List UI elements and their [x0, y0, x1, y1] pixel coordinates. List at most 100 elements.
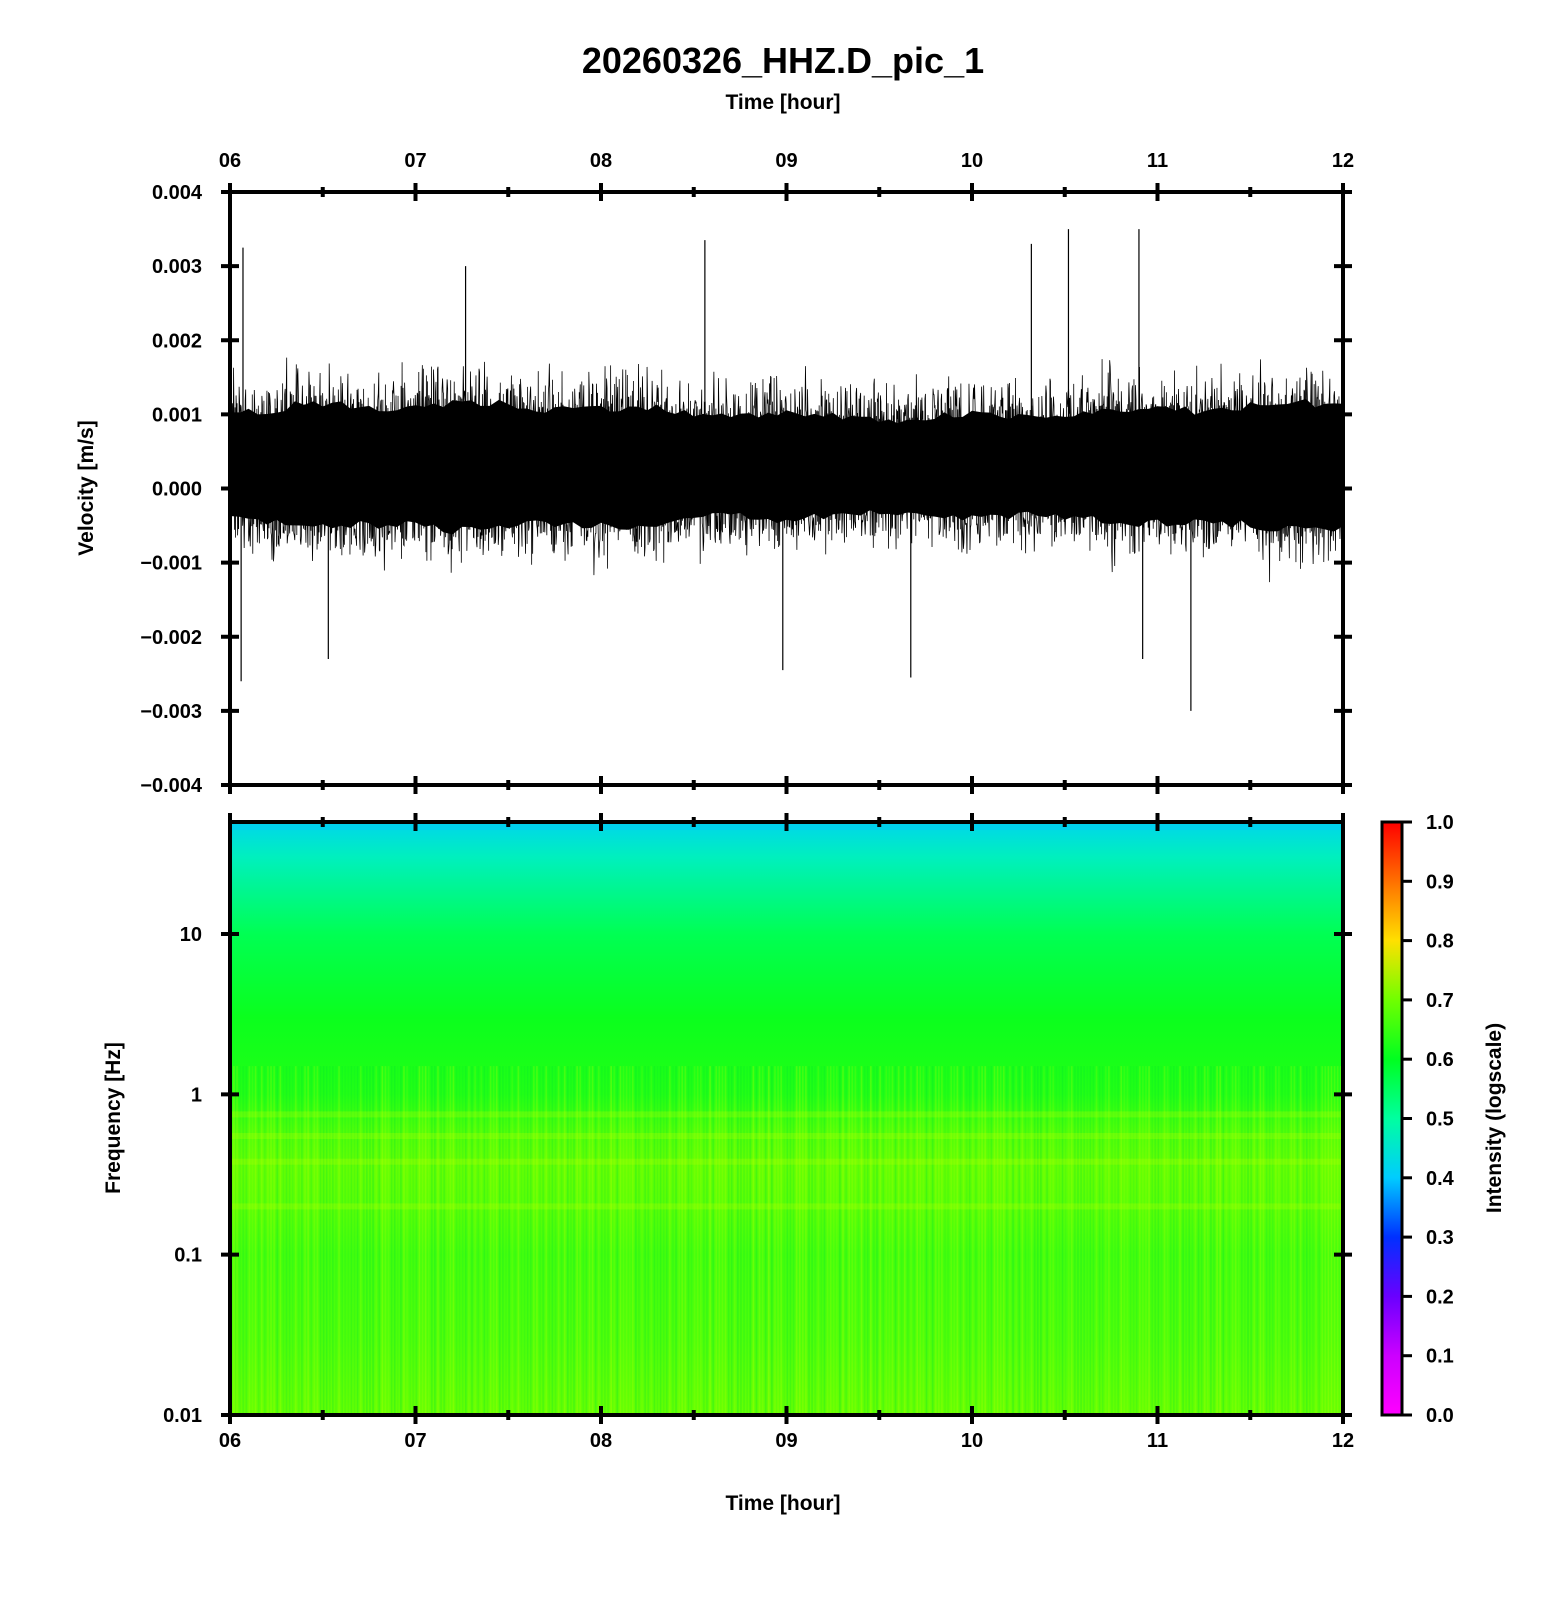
spectrogram-column — [941, 1066, 943, 1415]
spectrogram-column — [1132, 1066, 1135, 1415]
spectrogram-column — [604, 1066, 606, 1415]
spectrogram-column — [860, 1066, 863, 1415]
spectrogram-column — [922, 1066, 925, 1415]
spectrogram-column — [956, 1066, 959, 1415]
spectrogram-column — [1018, 1066, 1021, 1415]
spectrogram-column — [842, 1066, 844, 1415]
spectrogram-column — [313, 1066, 316, 1415]
spectrogram-column — [965, 1066, 968, 1415]
spectrogram-column — [1172, 1066, 1175, 1415]
spectrogram-column — [1281, 1066, 1283, 1415]
spectrogram-column — [693, 1066, 696, 1415]
spectrogram-column — [566, 1066, 569, 1415]
spectrogram-column — [390, 1066, 393, 1415]
spectrogram-column — [498, 1066, 501, 1415]
spectrogram-column — [613, 1066, 616, 1415]
colorbar: 1.0 0.9 0.8 0.7 0.6 0.5 0.4 0.3 0.2 0.1 0.0 Intens… — [1380, 812, 1506, 1427]
spectrogram-column — [752, 1066, 755, 1415]
spectrogram-column — [257, 1066, 260, 1415]
spectrogram-column — [332, 1066, 334, 1415]
spectrogram-column — [968, 1066, 971, 1415]
top-x-tick-label: 11 — [1147, 150, 1168, 172]
spectrogram-column — [396, 1066, 399, 1415]
spectrogram-column — [1194, 1066, 1197, 1415]
colorbar-label: Intensity (logscale) — [1483, 1023, 1506, 1213]
spectrogram-column — [1052, 1066, 1055, 1415]
spectrogram-column — [1006, 1066, 1008, 1415]
waveform-y-tick-label: 0.004 — [152, 182, 203, 204]
spectrogram-column — [931, 1066, 934, 1415]
spectrogram-column — [322, 1066, 325, 1415]
spectrogram-column — [1262, 1066, 1265, 1415]
spectrogram-column — [461, 1066, 464, 1415]
spectrogram-column — [1336, 1066, 1339, 1415]
spectrogram-column — [641, 1066, 643, 1415]
spectrogram-column — [789, 1066, 792, 1415]
spectrogram-column — [563, 1066, 566, 1415]
spectrogram-column — [635, 1066, 637, 1415]
bottom-x-tick-label: 12 — [1332, 1430, 1354, 1452]
bottom-x-axis-label: Time [hour] — [725, 1492, 840, 1515]
spectrogram-column — [1268, 1066, 1271, 1415]
spectrogram-column — [387, 1066, 390, 1415]
spectrogram-column — [1305, 1066, 1308, 1415]
spectrogram-column — [1253, 1066, 1256, 1415]
waveform-y-axis-label: Velocity [m/s] — [75, 420, 98, 555]
spectrogram-column — [610, 1066, 612, 1415]
spectrogram-column — [1070, 1066, 1073, 1415]
spectrogram-column — [582, 1066, 585, 1415]
spectrogram-column — [910, 1066, 912, 1415]
spectrogram-column — [236, 1066, 238, 1415]
spectrogram-column — [1043, 1066, 1045, 1415]
spectrogram-column — [644, 1066, 646, 1415]
spectrogram-column — [1210, 1066, 1212, 1415]
spectrogram-column — [1290, 1066, 1293, 1415]
spectrogram-column — [619, 1066, 622, 1415]
spectrogram-column — [372, 1066, 374, 1415]
spectrogram-column — [588, 1066, 591, 1415]
spectrogram-column — [1188, 1066, 1191, 1415]
spectrogram-column — [811, 1066, 813, 1415]
spectrogram-column — [659, 1066, 662, 1415]
spectrogram-column — [718, 1066, 721, 1415]
bottom-x-tick-label: 07 — [404, 1430, 426, 1452]
spectrogram-column — [925, 1066, 928, 1415]
spectrogram-column — [508, 1066, 510, 1415]
spectrogram-heatmap — [230, 822, 1343, 1415]
spectrogram-column — [1265, 1066, 1268, 1415]
spectrogram-column — [492, 1066, 495, 1415]
spectrogram-column — [743, 1066, 745, 1415]
spectrogram-column — [805, 1066, 807, 1415]
spectrogram-column — [319, 1066, 322, 1415]
spectrogram-column — [795, 1066, 798, 1415]
spectrogram-column — [826, 1066, 829, 1415]
spectrogram-column — [1200, 1066, 1203, 1415]
spectrogram-column — [687, 1066, 690, 1415]
spectrogram-column — [869, 1066, 872, 1415]
spectrogram-column — [678, 1066, 680, 1415]
spectrogram-column — [866, 1066, 869, 1415]
spectrogram-column — [823, 1066, 826, 1415]
spectrogram-column — [1176, 1066, 1178, 1415]
spectrogram-column — [647, 1066, 650, 1415]
spectrogram-column — [721, 1066, 724, 1415]
spectrogram-column — [1203, 1066, 1206, 1415]
spectrogram-column — [1009, 1066, 1011, 1415]
spectrogram-column — [1040, 1066, 1042, 1415]
spectrogram-column — [403, 1066, 405, 1415]
spectrogram-column — [854, 1066, 857, 1415]
spectrogram-column — [656, 1066, 659, 1415]
spectrogram-column — [829, 1066, 832, 1415]
spectrogram-column — [900, 1066, 903, 1415]
spectrogram-column — [1108, 1066, 1110, 1415]
figure-title: 20260326_HHZ.D_pic_1 — [582, 40, 984, 81]
spectrogram-column — [706, 1066, 708, 1415]
spectrogram-column — [675, 1066, 677, 1415]
spectrogram-column — [996, 1066, 999, 1415]
spectrogram-column — [434, 1066, 436, 1415]
spectrogram-column — [264, 1066, 266, 1415]
spectrogram-column — [944, 1066, 946, 1415]
spectrogram-column — [344, 1066, 347, 1415]
colorbar-tick-label: 0.9 — [1426, 871, 1454, 893]
colorbar-tick-label: 0.0 — [1426, 1405, 1454, 1427]
